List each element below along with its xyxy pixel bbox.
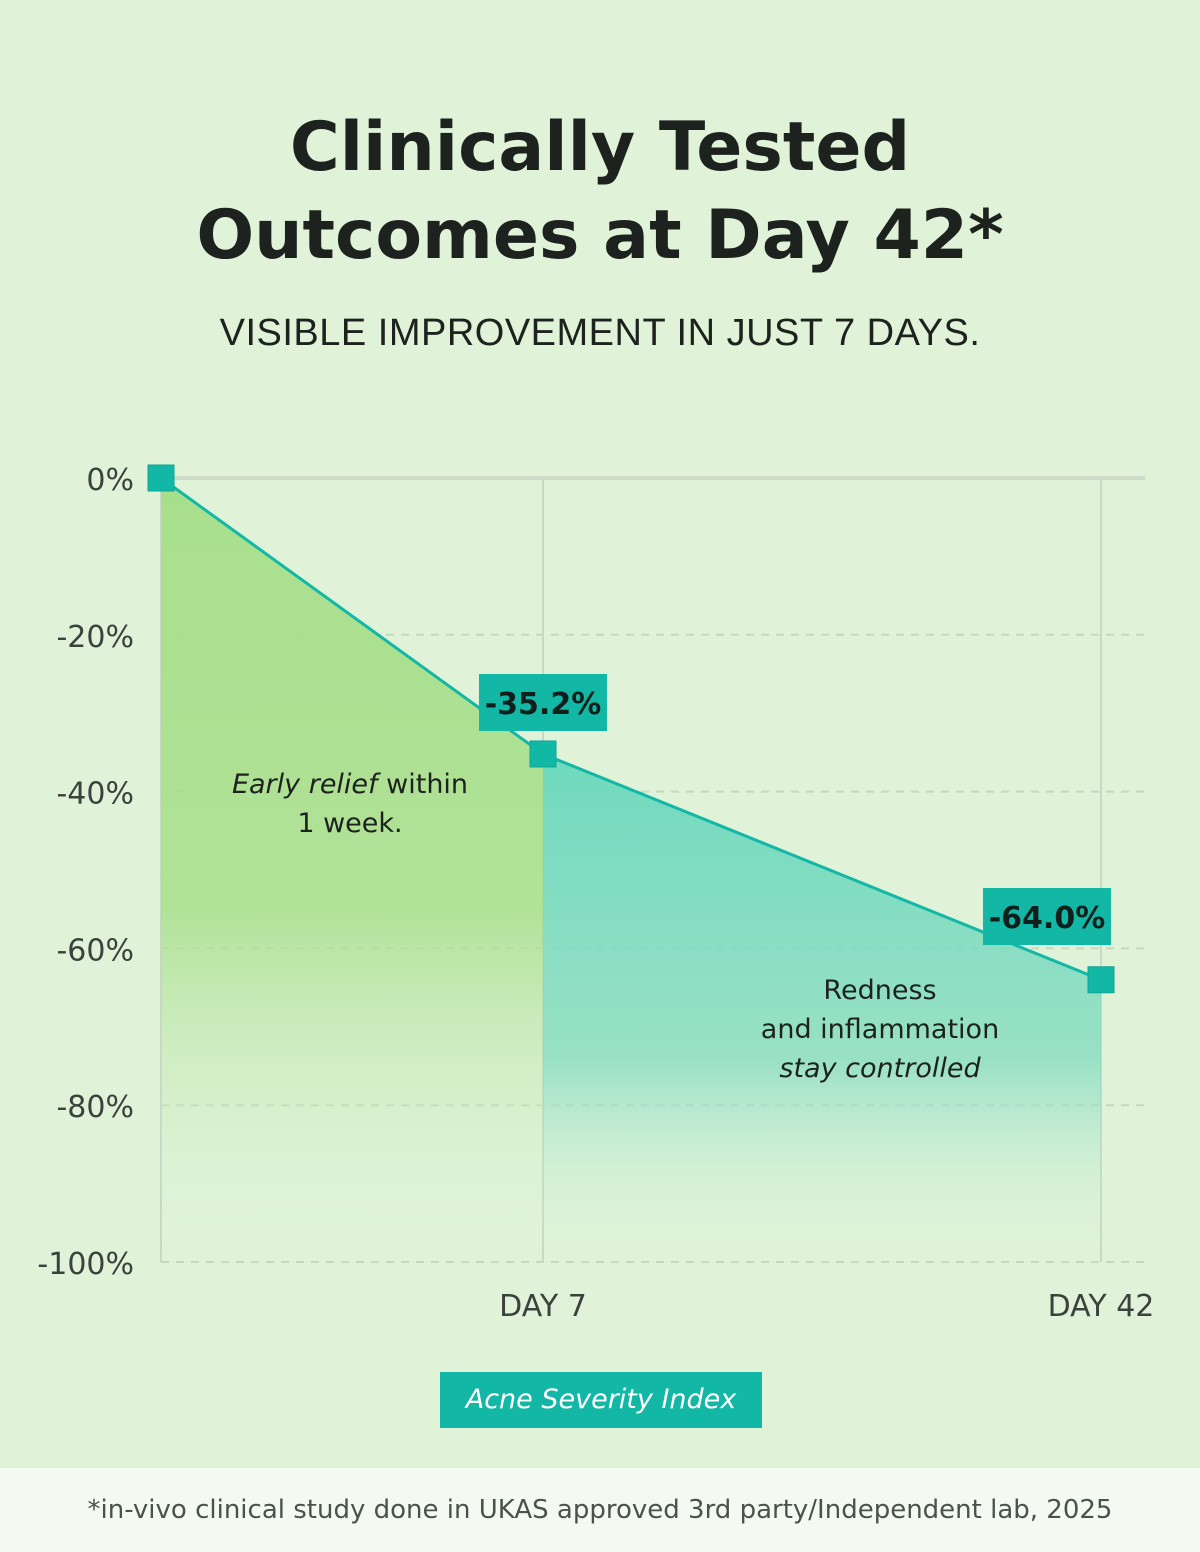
annotation-early-line2: 1 week. [297, 808, 403, 839]
tick-layer: 0% -20% -40% -60% -80% -100% DAY 7 DAY 42 [37, 463, 1154, 1324]
y-tick-label: -20% [56, 620, 134, 655]
chart-title: Clinically Tested Outcomes at Day 42* [0, 104, 1200, 280]
x-tick-label: DAY 42 [1048, 1289, 1155, 1324]
data-point [147, 464, 175, 492]
legend-badge: Acne Severity Index [440, 1372, 762, 1428]
annotation-redness-line1: Redness [823, 975, 937, 1006]
data-label: -35.2% [485, 687, 602, 722]
annotation-redness: Redness and inflammation stay controlled [720, 971, 1040, 1088]
chart-subtitle: VISIBLE IMPROVEMENT IN JUST 7 DAYS. [219, 312, 981, 354]
title-line-1: Clinically Tested [289, 108, 911, 187]
data-point [1087, 966, 1115, 994]
data-point [529, 740, 557, 768]
annotation-redness-line3: stay controlled [779, 1053, 981, 1084]
footer: *in-vivo clinical study done in UKAS app… [0, 1468, 1200, 1552]
annotation-early-relief: Early relief within 1 week. [200, 765, 500, 843]
data-label-box [983, 888, 1111, 945]
data-label-box [479, 674, 607, 731]
label-layer: -35.2% -64.0% [479, 674, 1111, 945]
y-tick-label: 0% [86, 463, 134, 498]
area-controlled [543, 753, 1101, 1262]
annotation-redness-line2: and inflammation [760, 1014, 1000, 1045]
y-tick-label: -60% [56, 933, 134, 968]
area-layer [161, 478, 1101, 1262]
area-early-relief [161, 478, 543, 1262]
y-tick-label: -100% [37, 1247, 134, 1282]
data-label: -64.0% [989, 901, 1106, 936]
point-layer [147, 464, 1115, 994]
x-tick-label: DAY 7 [499, 1289, 587, 1324]
severity-chart: 0% -20% -40% -60% -80% -100% DAY 7 DAY 42 -35.2… [37, 463, 1154, 1324]
title-line-2: Outcomes at Day 42* [196, 196, 1004, 275]
annotation-early-italic: Early relief [231, 769, 378, 800]
y-tick-label: -80% [56, 1090, 134, 1125]
y-tick-label: -40% [56, 777, 134, 812]
annotation-early-rest: within [377, 769, 469, 800]
footnote: *in-vivo clinical study done in UKAS app… [87, 1495, 1113, 1525]
